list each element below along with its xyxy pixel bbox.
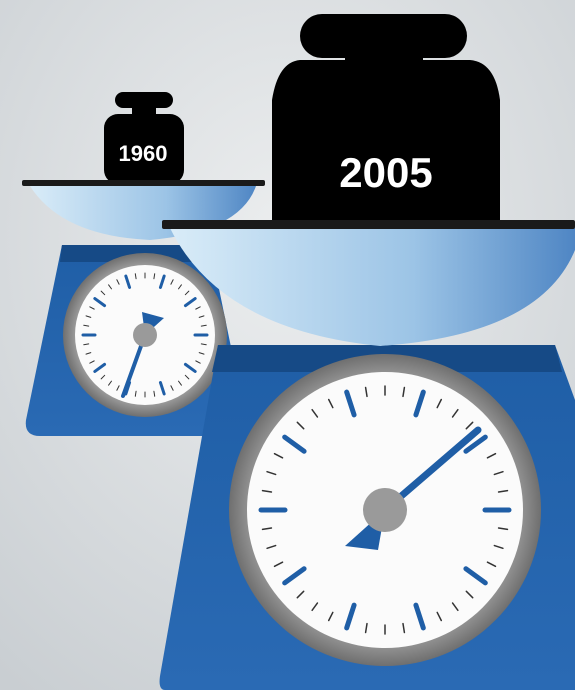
page: 1960 2005 (() => { const data = JSON.par… — [0, 0, 575, 690]
scale-plate — [162, 220, 575, 229]
dial-hub — [363, 488, 407, 532]
weight-knob — [115, 92, 173, 108]
weight-knob — [300, 14, 467, 58]
weight-body — [272, 60, 500, 224]
dial-hub — [133, 323, 157, 347]
illustration: 1960 2005 — [0, 0, 575, 690]
weight-label: 2005 — [339, 149, 432, 196]
weight-label: 1960 — [119, 141, 168, 166]
scale-plate — [22, 180, 265, 186]
